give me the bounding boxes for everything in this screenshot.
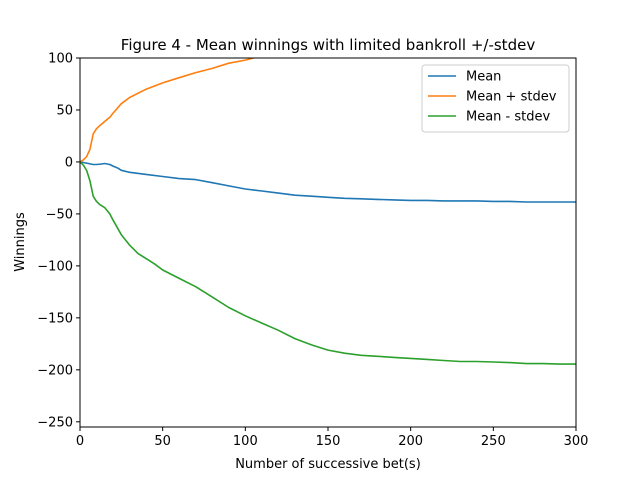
- legend-label: Mean - stdev: [466, 110, 550, 125]
- x-tick-label: 250: [481, 434, 506, 449]
- y-tick-label: −50: [46, 207, 73, 222]
- chart-title: Figure 4 - Mean winnings with limited ba…: [121, 36, 536, 54]
- series-line-1: [80, 58, 254, 163]
- x-tick-label: 150: [316, 434, 341, 449]
- x-axis: 0 50 100 150 200 250 300: [76, 427, 589, 449]
- series-line-0: [80, 161, 576, 203]
- series-line-2: [80, 161, 576, 365]
- x-tick-label: 0: [76, 434, 84, 449]
- y-tick-label: 50: [56, 103, 73, 118]
- y-axis-label: Winnings: [13, 212, 28, 272]
- y-tick-label: −100: [37, 259, 73, 274]
- y-tick-label: −250: [37, 415, 73, 430]
- legend-label: Mean + stdev: [466, 90, 557, 105]
- legend-box: [421, 64, 570, 133]
- legend-label: Mean: [466, 70, 501, 85]
- series-layer: [80, 58, 576, 365]
- y-tick-label: 0: [65, 155, 73, 170]
- y-tick-label: 100: [48, 52, 73, 67]
- x-tick-label: 200: [398, 434, 423, 449]
- y-tick-label: −200: [37, 363, 73, 378]
- x-tick-label: 50: [154, 434, 171, 449]
- legend: Mean Mean + stdev Mean - stdev: [421, 64, 570, 133]
- x-tick-label: 100: [233, 434, 258, 449]
- x-tick-label: 300: [564, 434, 589, 449]
- y-tick-label: −150: [37, 311, 73, 326]
- y-axis: −250 −200 −150 −100 −50 0 50 100: [37, 52, 80, 430]
- x-axis-label: Number of successive bet(s): [235, 457, 421, 472]
